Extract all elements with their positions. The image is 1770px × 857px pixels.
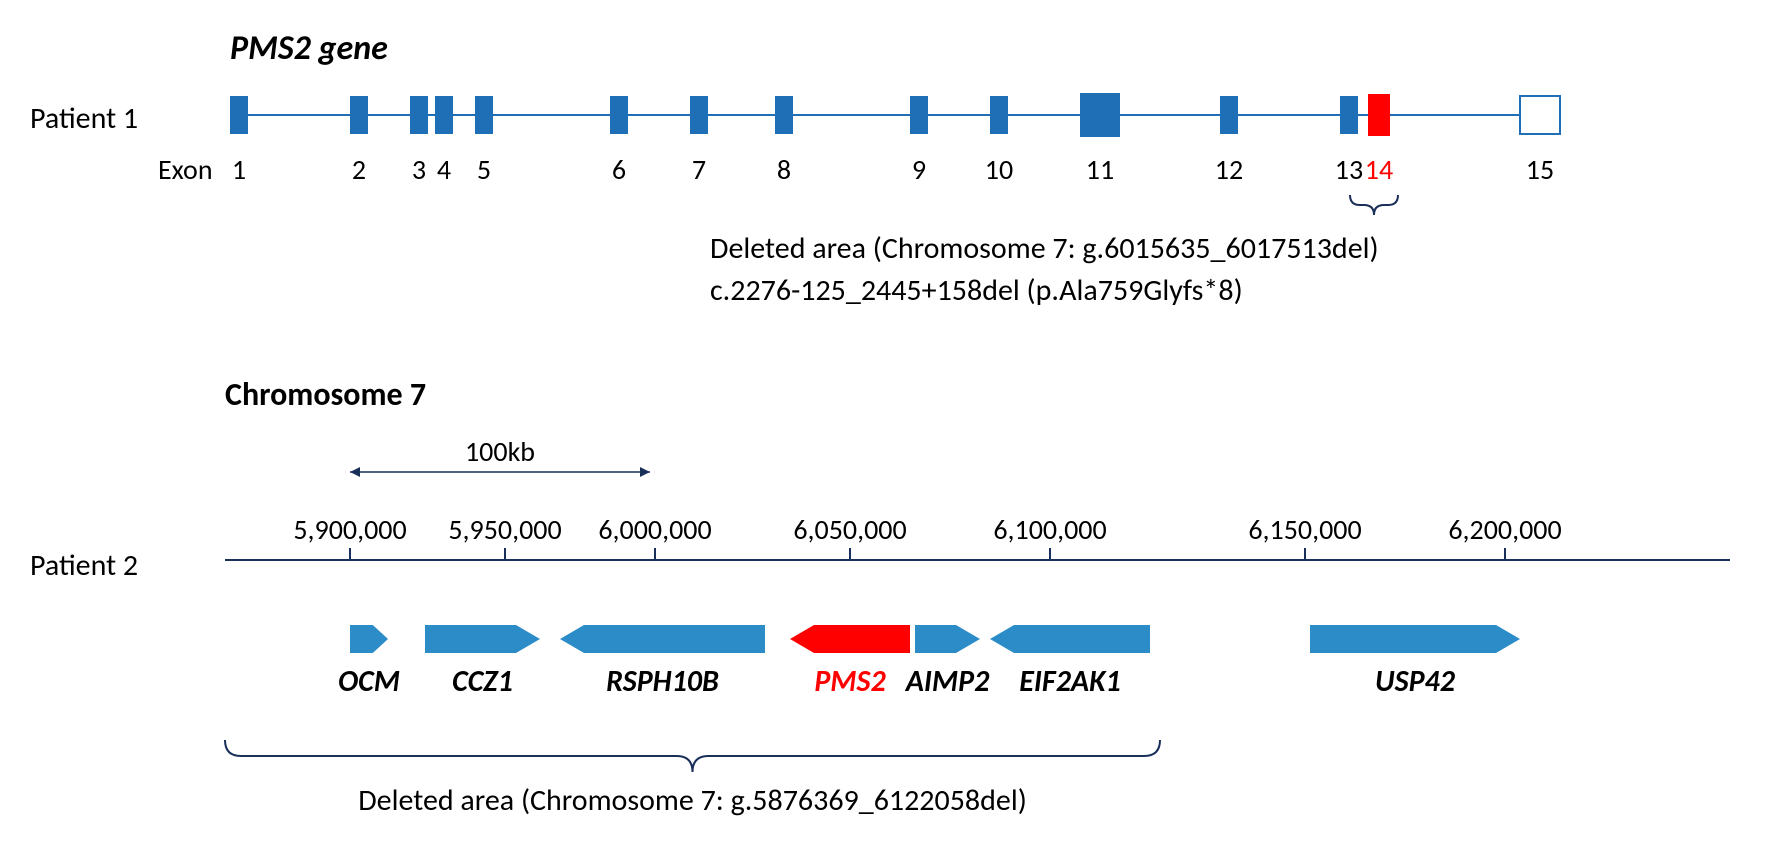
tick-label-2: 6,000,000 [598,512,711,547]
diagram-svg [30,20,1770,857]
gene-USP42 [1310,625,1520,653]
exon-8 [775,96,793,134]
chromosome7-title: Chromosome 7 [225,375,426,414]
exon-label-4: 4 [437,152,451,187]
exon-label: Exon [158,152,213,187]
scale-arrow-left [350,467,360,477]
exon-label-11: 11 [1086,152,1114,187]
pms2-gene-title: PMS2 gene [230,28,388,69]
exon-7 [690,96,708,134]
gene-label-CCZ1: CCZ1 [452,663,513,700]
exon-label-13: 13 [1335,152,1363,187]
brace-p2 [225,740,1160,772]
tick-label-6: 6,200,000 [1448,512,1561,547]
patient1-label: Patient 1 [30,100,138,137]
gene-label-USP42: USP42 [1375,663,1455,700]
tick-label-0: 5,900,000 [293,512,406,547]
exon-label-12: 12 [1215,152,1243,187]
patient2-label: Patient 2 [30,547,138,584]
exon-label-8: 8 [777,152,791,187]
brace-p1 [1350,195,1398,215]
gene-OCM [350,625,388,653]
scale-label: 100kb [465,434,535,469]
gene-EIF2AK1 [990,625,1150,653]
tick-label-4: 6,100,000 [993,512,1106,547]
exon-6 [610,96,628,134]
exon-label-6: 6 [612,152,626,187]
gene-AIMP2 [915,625,980,653]
exon-2 [350,96,368,134]
exon-label-3: 3 [412,152,426,187]
gene-label-RSPH10B: RSPH10B [606,663,719,700]
exon-label-14: 14 [1365,152,1393,187]
exon-9 [910,96,928,134]
exon-label-2: 2 [352,152,366,187]
exon-14 [1368,94,1390,136]
exon-label-1: 1 [232,152,246,187]
exon-13 [1340,96,1358,134]
exon-label-10: 10 [985,152,1013,187]
exon-4 [435,96,453,134]
gene-CCZ1 [425,625,540,653]
exon-label-9: 9 [912,152,926,187]
tick-label-5: 6,150,000 [1248,512,1361,547]
exon-15 [1520,96,1560,134]
exon-label-5: 5 [477,152,491,187]
exon-3 [410,96,428,134]
tick-label-3: 6,050,000 [793,512,906,547]
gene-label-AIMP2: AIMP2 [906,663,990,700]
p1-deleted-1: Deleted area (Chromosome 7: g.6015635_60… [710,230,1379,267]
p1-deleted-2: c.2276-125_2445+158del (p.Ala759Glyfs*8) [710,272,1243,309]
exon-1 [230,96,248,134]
p2-deleted: Deleted area (Chromosome 7: g.5876369_61… [358,782,1027,819]
gene-PMS2 [790,625,910,653]
gene-label-EIF2AK1: EIF2AK1 [1019,663,1120,700]
exon-11 [1080,93,1120,137]
exon-10 [990,96,1008,134]
gene-label-PMS2: PMS2 [814,663,885,700]
exon-12 [1220,96,1238,134]
exon-label-15: 15 [1526,152,1554,187]
scale-arrow-right [640,467,650,477]
exon-5 [475,96,493,134]
exon-label-7: 7 [692,152,706,187]
gene-label-OCM: OCM [338,663,400,700]
gene-RSPH10B [560,625,765,653]
tick-label-1: 5,950,000 [448,512,561,547]
